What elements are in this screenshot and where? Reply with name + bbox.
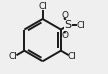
Text: O: O	[61, 31, 68, 40]
Text: Cl: Cl	[8, 52, 17, 61]
Text: Cl: Cl	[76, 21, 85, 30]
Text: O: O	[61, 11, 68, 20]
Text: Cl: Cl	[68, 52, 77, 61]
Text: S: S	[64, 20, 71, 30]
Text: Cl: Cl	[38, 2, 47, 11]
